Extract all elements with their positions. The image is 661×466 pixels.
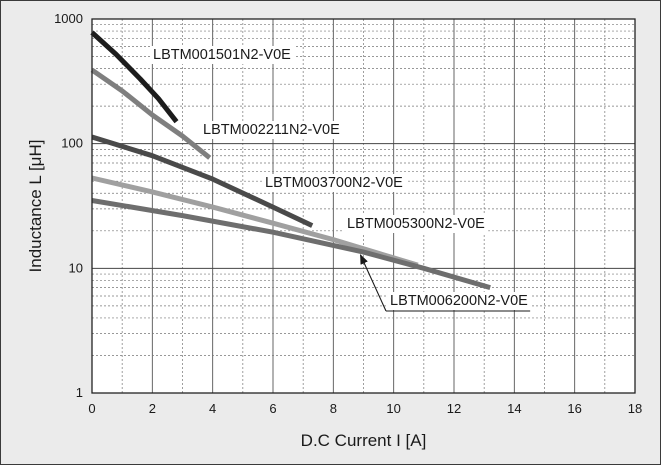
- label-arrow: [359, 254, 387, 312]
- plot-area: [92, 19, 635, 393]
- y-tick-label: 1: [76, 385, 83, 400]
- x-tick-label: 14: [507, 401, 521, 416]
- tick-labels: 0 2 4 6 8 10 12 14 16 18 1 10 100 1000: [54, 11, 642, 416]
- series-lines: [90, 30, 491, 291]
- series-label: LBTM002211N2-V0E: [203, 122, 340, 138]
- x-tick-label: 6: [269, 401, 276, 416]
- y-tick-label: 10: [69, 260, 83, 275]
- series-label-background: [262, 174, 407, 192]
- plot-border: [91, 18, 636, 394]
- x-tick-label: 18: [628, 401, 642, 416]
- series-label-background: [387, 292, 532, 310]
- series-labels: LBTM001501N2-V0E LBTM002211N2-V0E LBTM0037…: [150, 46, 532, 312]
- grid: [92, 19, 635, 393]
- x-tick-label: 16: [567, 401, 581, 416]
- y-tick-label: 1000: [54, 11, 83, 26]
- series-line: [90, 30, 179, 124]
- series-line: [90, 67, 212, 160]
- series-label-background: [150, 46, 295, 64]
- x-tick-label: 4: [209, 401, 216, 416]
- series-label: LBTM001501N2-V0E: [153, 47, 291, 63]
- x-tick-label: 10: [386, 401, 400, 416]
- series-line: [91, 134, 314, 228]
- x-axis-title: D.C Current I [A]: [301, 431, 427, 450]
- x-tick-label: 8: [330, 401, 337, 416]
- x-tick-label: 0: [88, 401, 95, 416]
- series-line: [91, 175, 419, 268]
- x-tick-label: 12: [447, 401, 461, 416]
- y-axis-title: Inductance L [μH]: [26, 140, 45, 273]
- series-line: [91, 198, 491, 291]
- y-tick-label: 100: [61, 136, 83, 151]
- series-label-background: [200, 121, 344, 139]
- series-label: LBTM003700N2-V0E: [265, 175, 403, 191]
- series-label-background: [344, 215, 489, 233]
- series-label: LBTM005300N2-V0E: [347, 216, 485, 232]
- series-label: LBTM006200N2-V0E: [390, 293, 528, 309]
- x-tick-label: 2: [149, 401, 156, 416]
